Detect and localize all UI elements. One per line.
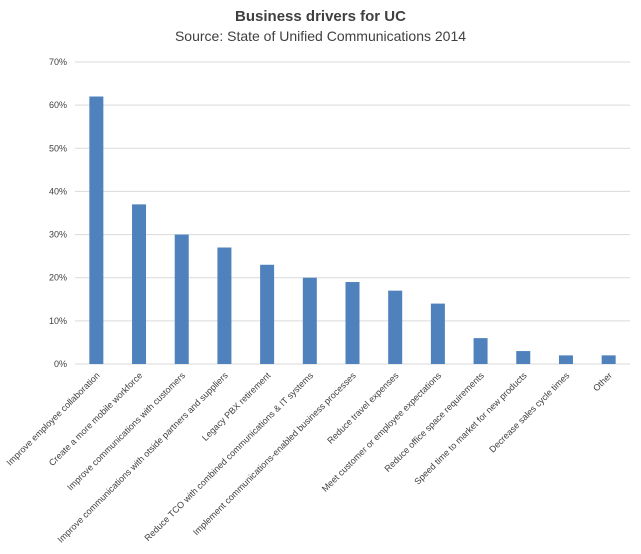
bar <box>260 264 275 364</box>
y-tick-label: 20% <box>49 273 67 283</box>
x-tick-label: Implement communications-enabled busines… <box>191 370 358 537</box>
x-tick-label: Create a more mobile workforce <box>47 370 145 468</box>
x-tick-label: Improve employee collaboration <box>4 370 101 467</box>
bar <box>302 277 317 364</box>
bar <box>132 204 147 364</box>
y-tick-label: 0% <box>54 359 67 369</box>
y-tick-label: 30% <box>49 230 67 240</box>
bar <box>89 96 104 364</box>
bar <box>558 355 573 364</box>
bar <box>174 234 189 364</box>
y-tick-label: 50% <box>49 143 67 153</box>
bar <box>601 355 616 364</box>
x-tick-label: Other <box>591 370 614 393</box>
bar <box>430 303 445 364</box>
chart-title: Business drivers for UC <box>235 8 406 25</box>
y-tick-label: 10% <box>49 316 67 326</box>
bar <box>516 351 531 364</box>
bar <box>217 247 232 364</box>
y-tick-label: 60% <box>49 100 67 110</box>
y-tick-label: 70% <box>49 57 67 67</box>
x-tick-label: Decrease sales cycle times <box>487 370 572 455</box>
bar <box>473 338 488 364</box>
chart-subtitle: Source: State of Unified Communications … <box>174 28 467 44</box>
y-tick-label: 40% <box>49 186 67 196</box>
bar <box>388 290 403 364</box>
x-tick-label: Reduce travel expenses <box>325 370 401 446</box>
bar <box>345 282 360 364</box>
